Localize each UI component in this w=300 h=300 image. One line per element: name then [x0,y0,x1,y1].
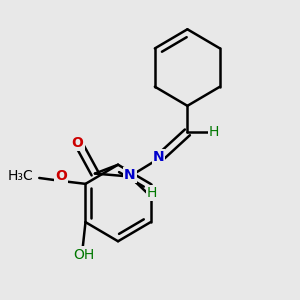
Text: N: N [124,168,135,182]
Text: N: N [153,150,164,164]
Text: H: H [209,125,219,139]
Text: OH: OH [74,248,95,262]
Text: H: H [147,186,157,200]
Text: H₃C: H₃C [8,169,34,184]
Text: O: O [55,169,67,184]
Text: O: O [72,136,83,150]
